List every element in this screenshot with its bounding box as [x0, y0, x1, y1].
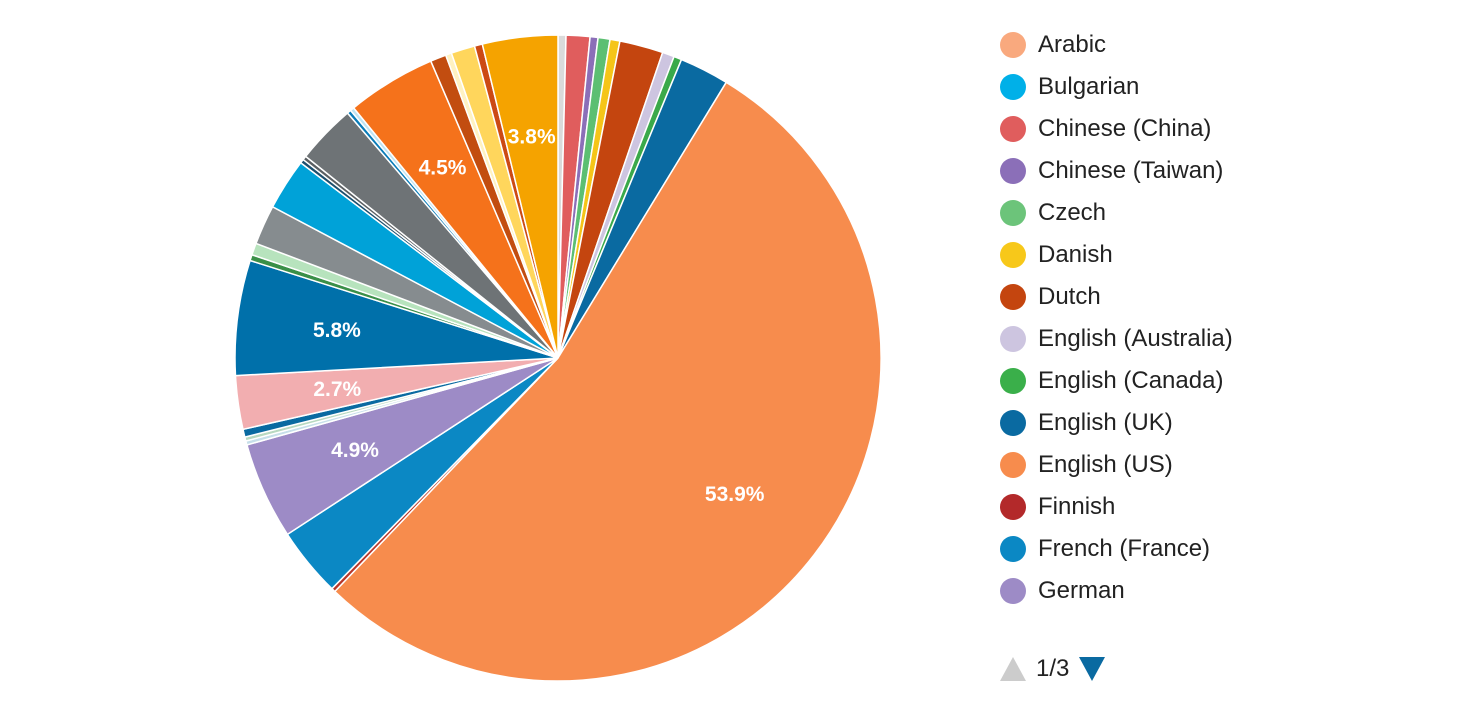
- legend-swatch: [1000, 116, 1026, 142]
- legend-item[interactable]: Chinese (Taiwan): [1000, 150, 1470, 192]
- legend-swatch: [1000, 368, 1026, 394]
- legend-prev-page-icon[interactable]: [1000, 657, 1026, 681]
- legend-item[interactable]: German: [1000, 570, 1470, 612]
- legend-swatch: [1000, 74, 1026, 100]
- chart-legend: Arabic Bulgarian Chinese (China) Chinese (T…: [1000, 24, 1470, 612]
- legend-pager: 1/3: [1000, 652, 1106, 686]
- legend-item[interactable]: French (France): [1000, 528, 1470, 570]
- legend-item[interactable]: English (UK): [1000, 402, 1470, 444]
- legend-swatch: [1000, 284, 1026, 310]
- legend-swatch: [1000, 494, 1026, 520]
- legend-label: English (UK): [1038, 409, 1173, 436]
- legend-swatch: [1000, 410, 1026, 436]
- legend-page-indicator: 1/3: [1036, 655, 1070, 682]
- legend-swatch: [1000, 536, 1026, 562]
- legend-label: Czech: [1038, 199, 1107, 226]
- legend-label: Chinese (Taiwan): [1038, 157, 1224, 184]
- legend-label: Bulgarian: [1038, 73, 1140, 100]
- legend-item[interactable]: Bulgarian: [1000, 66, 1470, 108]
- legend-item[interactable]: English (US): [1000, 444, 1470, 486]
- pie-slice-label: 2.7%: [313, 378, 361, 401]
- legend-label: French (France): [1038, 535, 1211, 562]
- pie-slice-label: 4.9%: [331, 439, 379, 462]
- pie-slice[interactable]: [333, 81, 882, 682]
- legend-item[interactable]: Danish: [1000, 234, 1470, 276]
- legend-label: Danish: [1038, 241, 1113, 268]
- legend-label: Arabic: [1038, 31, 1107, 58]
- legend-item[interactable]: Arabic: [1000, 24, 1470, 66]
- pie-slice-label: 53.9%: [705, 483, 765, 506]
- legend-swatch: [1000, 452, 1026, 478]
- pie-slice-label: 5.8%: [313, 319, 361, 342]
- legend-label: Dutch: [1038, 283, 1101, 310]
- legend-item[interactable]: Finnish: [1000, 486, 1470, 528]
- legend-label: German: [1038, 577, 1125, 604]
- legend-swatch: [1000, 578, 1026, 604]
- legend-item[interactable]: Dutch: [1000, 276, 1470, 318]
- legend-next-page-icon[interactable]: [1079, 657, 1106, 681]
- pie-slice[interactable]: [481, 34, 559, 359]
- legend-label: English (Australia): [1038, 325, 1233, 352]
- legend-label: Finnish: [1038, 493, 1116, 520]
- pie-slice-label: 3.8%: [508, 126, 556, 149]
- legend-item[interactable]: English (Canada): [1000, 360, 1470, 402]
- legend-label: English (US): [1038, 451, 1173, 478]
- legend-item[interactable]: English (Australia): [1000, 318, 1470, 360]
- legend-swatch: [1000, 242, 1026, 268]
- legend-item[interactable]: Chinese (China): [1000, 108, 1470, 150]
- legend-item[interactable]: Czech: [1000, 192, 1470, 234]
- legend-swatch: [1000, 158, 1026, 184]
- legend-swatch: [1000, 326, 1026, 352]
- legend-swatch: [1000, 200, 1026, 226]
- pie-slice-label: 4.5%: [419, 156, 467, 179]
- legend-label: English (Canada): [1038, 367, 1224, 394]
- legend-swatch: [1000, 32, 1026, 58]
- legend-label: Chinese (China): [1038, 115, 1212, 142]
